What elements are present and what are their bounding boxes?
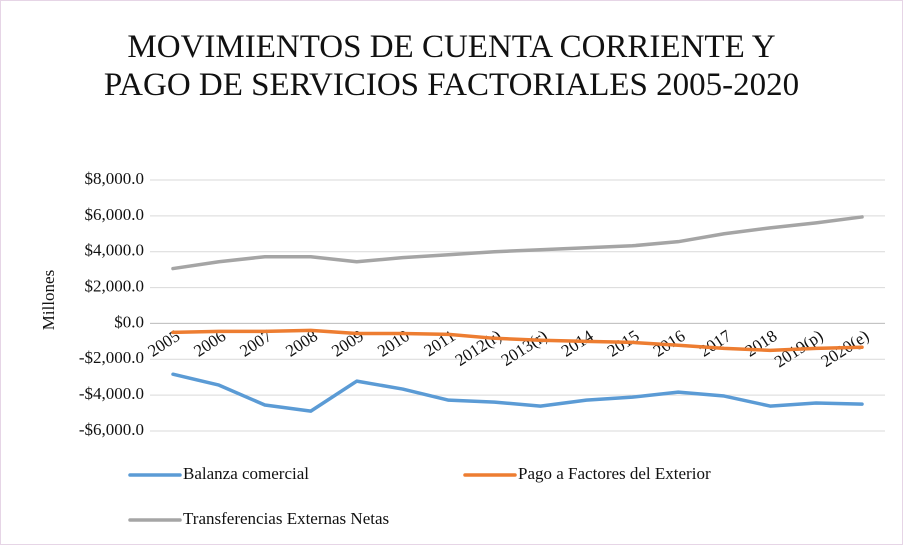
x-tick-label: 2013(r) — [498, 326, 551, 370]
legend-label: Balanza comercial — [183, 464, 309, 483]
y-tick-label: $0.0 — [114, 312, 144, 331]
chart-title: MOVIMIENTOS DE CUENTA CORRIENTE Y PAGO D… — [103, 29, 800, 103]
y-tick-label: $6,000.0 — [85, 205, 145, 224]
x-tick-label: 2017 — [696, 326, 735, 361]
y-tick-label: $8,000.0 — [85, 169, 145, 188]
y-tick-label: -$4,000.0 — [79, 384, 144, 403]
legend-label: Pago a Factores del Exterior — [518, 464, 711, 483]
x-tick-label: 2010 — [374, 326, 413, 360]
series-line — [171, 215, 864, 271]
series-line — [171, 372, 864, 413]
y-axis-label: Millones — [39, 270, 58, 330]
legend-label: Transferencias Externas Netas — [183, 509, 389, 528]
x-tick-label: 2012(r) — [452, 326, 505, 370]
y-tick-label: -$6,000.0 — [79, 420, 144, 439]
y-tick-label: $2,000.0 — [85, 276, 145, 295]
series-line — [171, 328, 864, 353]
y-tick-label: $4,000.0 — [85, 241, 145, 260]
y-tick-label: -$2,000.0 — [79, 348, 144, 367]
